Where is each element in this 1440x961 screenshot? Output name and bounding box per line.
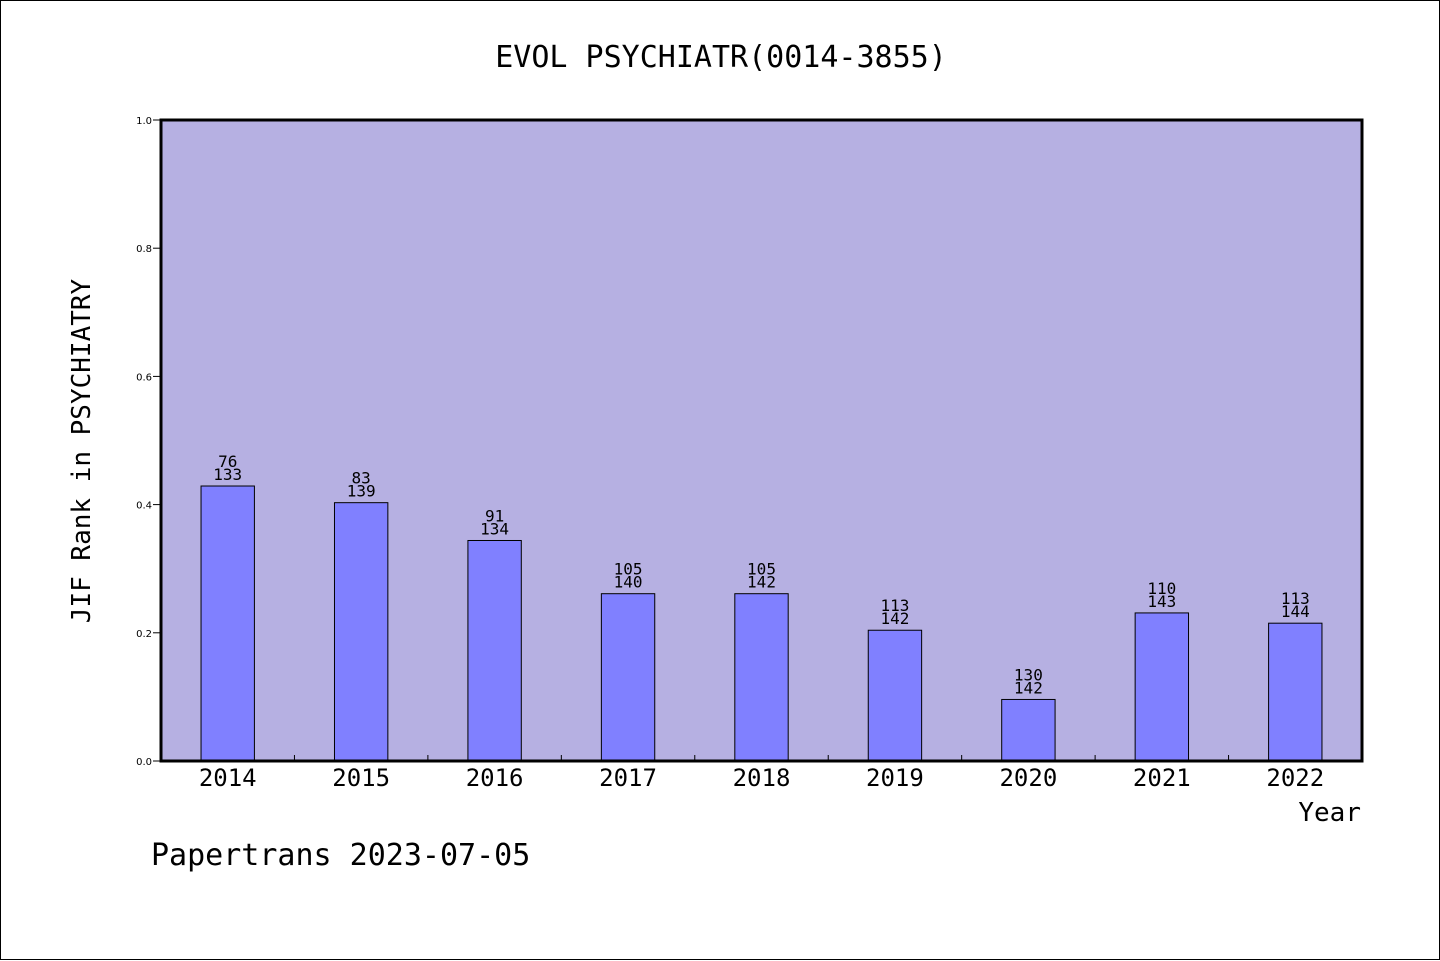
bar-total-label: 133	[213, 465, 242, 484]
x-tick-label: 2018	[733, 764, 791, 792]
bar-total-label: 142	[1014, 678, 1043, 697]
x-tick-label: 2015	[332, 764, 390, 792]
bar-total-label: 139	[347, 482, 376, 501]
bar-rank-label: 83	[352, 469, 371, 488]
x-axis-label: Year	[1298, 798, 1361, 828]
bar-2020	[1001, 698, 1056, 762]
bar-rank-label: 76	[218, 452, 237, 471]
x-tick-label: 2020	[999, 764, 1057, 792]
y-tick-label: 0.8	[136, 244, 152, 255]
x-tick-label: 2016	[466, 764, 524, 792]
bar-2017	[600, 593, 656, 762]
bar-2014	[200, 485, 255, 762]
x-tick-label: 2021	[1133, 764, 1191, 792]
bar-rank-label: 130	[1014, 665, 1043, 684]
y-tick-label: 0.2	[136, 629, 152, 640]
plot-border	[159, 118, 1364, 763]
bar-2022	[1268, 622, 1323, 762]
x-tick-label: 2014	[199, 764, 257, 792]
y-tick-label: 0.0	[136, 757, 152, 768]
x-tick-label: 2019	[866, 764, 924, 792]
bar-rank-label: 105	[747, 560, 776, 579]
bar-rank-label: 105	[614, 560, 643, 579]
bars	[200, 485, 1323, 762]
y-tick-label: 0.6	[136, 372, 152, 383]
bar-2019	[867, 629, 923, 762]
bar-total-label: 140	[614, 573, 643, 592]
bar-total-label: 144	[1281, 602, 1310, 621]
bar-2021	[1134, 612, 1190, 762]
bar-rank-label: 110	[1147, 579, 1176, 598]
x-tick-labels: 2014 2015 2016 2017 2018 2019 2020 2021 2022	[199, 755, 1324, 792]
y-axis-label: JIF Rank in PSYCHIATRY	[67, 278, 97, 623]
bar-total-label: 142	[747, 573, 776, 592]
bar-rank-label: 113	[1281, 589, 1310, 608]
y-tick-label: 1.0	[136, 116, 152, 127]
bar-2016	[467, 539, 522, 762]
bar-total-label: 134	[480, 519, 509, 538]
x-tick-label: 2022	[1266, 764, 1324, 792]
bar-2018	[734, 593, 789, 762]
bar-total-label: 142	[880, 609, 909, 628]
x-tick-label: 2017	[599, 764, 657, 792]
footer-text: Papertrans 2023-07-05	[151, 838, 530, 873]
bar-rank-label: 91	[485, 506, 504, 525]
bar-total-label: 143	[1147, 592, 1176, 611]
y-ticks: 0.0 0.2 0.4 0.6 0.8 1.0	[136, 116, 161, 768]
chart-title: EVOL PSYCHIATR(0014-3855)	[495, 40, 947, 75]
bar-rank-label: 113	[880, 596, 909, 615]
bar-2015	[333, 502, 389, 762]
y-tick-label: 0.4	[136, 501, 152, 512]
